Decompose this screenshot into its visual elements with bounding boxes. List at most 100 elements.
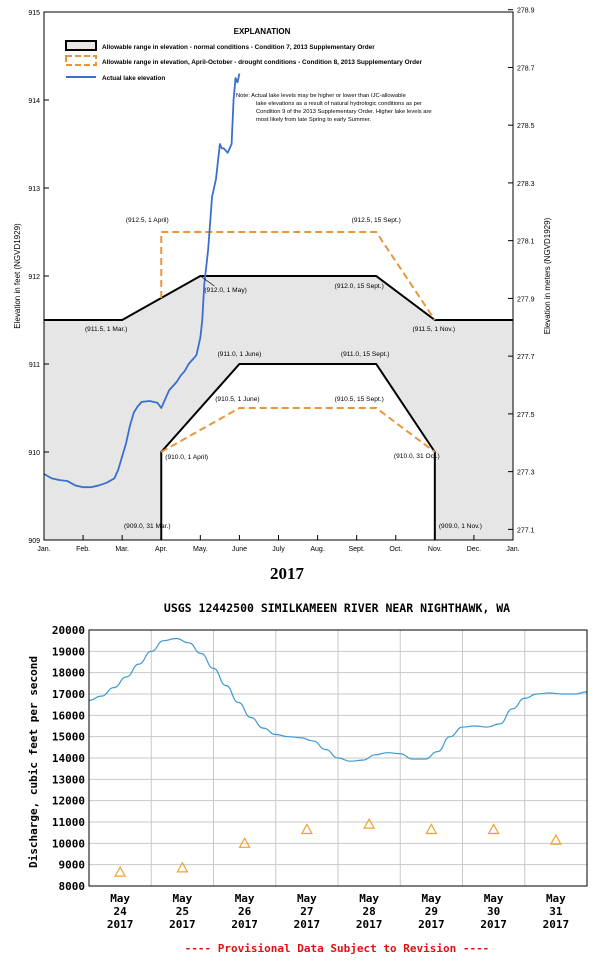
x-tick-label: July [272, 546, 285, 553]
discharge-y-tick-label: 13000 [52, 773, 85, 786]
x-tick-label: Nov. [428, 546, 442, 553]
elevation-annotation: (910.0, 31 Oct.) [394, 453, 440, 460]
discharge-chart: USGS 12442500 SIMILKAMEEN RIVER NEAR NIG… [27, 601, 588, 955]
discharge-y-ticks: 8000 9000 10000 11000 12000 13000 14000 15000 16… [52, 624, 85, 893]
elevation-annotation: (912.5, 1 April) [126, 217, 169, 224]
x-tick-label: Aug. [310, 546, 324, 553]
discharge-x-tick-label: 2017 [543, 918, 570, 931]
lake-chart-x-ticks: Jan. Feb. Mar. Apr. May. June July Aug. Sept. Oct… [37, 535, 520, 553]
x-tick-label: Mar. [115, 546, 129, 553]
y-tick-label: 914 [28, 98, 40, 105]
discharge-plot-frame [88, 629, 588, 887]
discharge-y-tick-label: 10000 [52, 837, 85, 850]
discharge-x-tick-label: 30 [487, 905, 500, 918]
y2-tick-label: 277.9 [517, 296, 535, 303]
discharge-x-tick-label: May [421, 892, 441, 905]
normal-range-envelope [44, 275, 513, 540]
legend-swatch-normal [65, 40, 97, 51]
discharge-x-tick-label: 26 [238, 905, 252, 918]
discharge-x-tick-label: 24 [114, 905, 128, 918]
discharge-x-tick-label: 2017 [107, 918, 134, 931]
lake-chart-note: Note: Actual lake levels may be higher o… [236, 93, 432, 123]
normal-range-lower [160, 363, 436, 540]
note-line-3: Condition 9 of the 2013 Supplementary Or… [256, 109, 432, 115]
discharge-y-tick-label: 15000 [52, 731, 85, 744]
discharge-x-tick-label: 2017 [231, 918, 258, 931]
elevation-annotation: (911.5, 1 Mar.) [85, 326, 127, 333]
discharge-y-tick-label: 18000 [52, 667, 85, 680]
discharge-x-tick-label: May [235, 892, 255, 905]
legend-label-drought: Allowable range in elevation, April-Octo… [102, 59, 423, 66]
elevation-annotation: (912.0, 1 May) [204, 287, 247, 294]
legend-label-normal: Allowable range in elevation - normal co… [102, 44, 375, 51]
y2-tick-label: 277.5 [517, 412, 535, 419]
lake-chart-year-label: 2017 [270, 564, 305, 583]
discharge-x-tick-label: 2017 [356, 918, 383, 931]
discharge-y-tick-label: 14000 [52, 752, 85, 765]
actual-lake-elevation-line [43, 73, 241, 489]
median-triangle-marker [363, 817, 376, 829]
elevation-annotation: (909.0, 1 Nov.) [439, 523, 482, 530]
median-triangle-marker [114, 865, 127, 877]
x-tick-label: Apr. [155, 546, 168, 553]
median-triangle-marker [238, 837, 251, 848]
discharge-x-tick-label: May [110, 892, 130, 905]
discharge-y-tick-label: 12000 [52, 795, 85, 808]
discharge-x-tick-label: May [546, 892, 566, 905]
lake-elevation-chart: Jan. Feb. Mar. Apr. May. June July Aug. Sept. Oct… [13, 8, 552, 583]
discharge-x-tick-label: 2017 [169, 918, 196, 931]
annotation-leader [200, 275, 215, 287]
x-tick-label: Oct. [389, 546, 402, 553]
elevation-annotation: (910.0, 1 April) [165, 454, 208, 461]
discharge-x-tick-label: May [297, 892, 317, 905]
drought-range-upper [160, 231, 436, 321]
lake-chart-y-axis-label: Elevation in feet (NGVD1929) [13, 223, 22, 329]
elevation-annotation: (911.5, 1 Nov.) [413, 326, 456, 333]
discharge-x-tick-label: 31 [549, 905, 563, 918]
discharge-x-ticks: May242017May252017May262017May272017May2… [107, 892, 569, 931]
median-triangle-marker [425, 823, 438, 835]
x-tick-label: Sept. [348, 546, 364, 553]
discharge-x-tick-label: May [484, 892, 504, 905]
discharge-x-tick-label: May [359, 892, 379, 905]
drought-range-lower [160, 407, 436, 453]
median-triangle-marker [300, 823, 313, 835]
elevation-annotation: (912.0, 15 Sept.) [335, 283, 384, 290]
x-tick-label: June [232, 546, 247, 553]
lake-chart-legend: EXPLANATION Allowable range in elevation… [65, 27, 423, 82]
y-tick-label: 911 [29, 362, 40, 369]
legend-label-actual: Actual lake elevation [102, 75, 165, 82]
discharge-x-tick-label: 28 [363, 905, 376, 918]
normal-range-upper [44, 275, 513, 321]
y2-tick-label: 277.3 [517, 470, 535, 477]
drought-range-envelope [160, 231, 436, 453]
discharge-y-tick-label: 17000 [52, 688, 85, 701]
legend-title: EXPLANATION [234, 27, 291, 36]
note-line-4: most likely from late Spring to early Su… [256, 117, 371, 123]
discharge-chart-title: USGS 12442500 SIMILKAMEEN RIVER NEAR NIG… [164, 601, 510, 615]
discharge-y-tick-label: 11000 [52, 816, 85, 829]
note-line-2: lake elevations as a result of natural h… [256, 101, 422, 107]
y2-tick-label: 278.3 [517, 181, 535, 188]
discharge-x-tick-label: 25 [176, 905, 189, 918]
provisional-data-footnote: ---- Provisional Data Subject to Revisio… [185, 942, 490, 955]
elevation-annotation: (910.5, 1 June) [215, 396, 259, 403]
discharge-y-axis-label: Discharge, cubic feet per second [27, 656, 40, 868]
elevation-annotation: (910.5, 15 Sept.) [335, 396, 384, 403]
discharge-x-tick-label: May [172, 892, 192, 905]
y2-tick-label: 278.9 [517, 8, 535, 15]
discharge-y-tick-label: 19000 [52, 645, 85, 658]
discharge-y-tick-label: 8000 [59, 880, 86, 893]
lake-elevation-series [43, 73, 241, 489]
x-tick-label: Jan. [506, 546, 519, 553]
discharge-line [88, 637, 588, 762]
discharge-y-tick-label: 20000 [52, 624, 85, 637]
elevation-annotation: (911.0, 1 June) [217, 351, 261, 358]
discharge-x-tick-label: 2017 [418, 918, 445, 931]
y2-tick-label: 277.1 [517, 527, 535, 534]
elevation-annotation: (909.0, 31 Mar.) [124, 523, 171, 530]
discharge-x-tick-label: 29 [425, 905, 438, 918]
discharge-x-tick-label: 2017 [294, 918, 321, 931]
discharge-series [88, 637, 588, 762]
